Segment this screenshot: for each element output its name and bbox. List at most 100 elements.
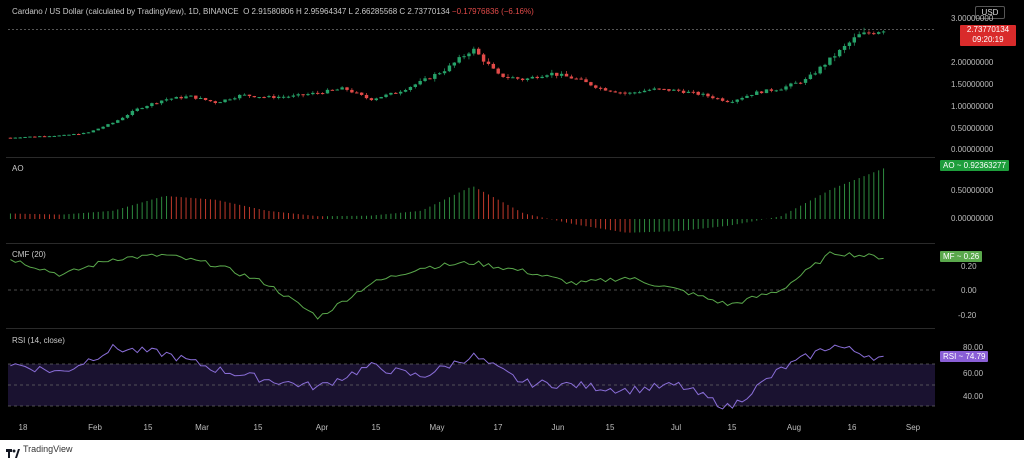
ao-axis-label: 0.50000000 — [951, 186, 994, 195]
candle-up — [559, 73, 564, 76]
candle-up — [281, 96, 286, 98]
candle-up — [525, 78, 530, 81]
candle-up — [472, 48, 476, 54]
candle-down — [579, 78, 583, 80]
pane-divider[interactable] — [6, 328, 935, 329]
cmf-axis-label: 0.20 — [961, 262, 977, 271]
candle-down — [491, 63, 496, 69]
candle-up — [642, 90, 647, 93]
candle-down — [872, 33, 876, 35]
candle-up — [18, 137, 22, 139]
candle-up — [740, 97, 744, 100]
candle-up — [813, 73, 817, 75]
candle-up — [423, 78, 427, 81]
rsi-axis-label: 40.00 — [963, 392, 984, 401]
candle-down — [608, 90, 613, 92]
rsi-value-badge: RSI ~ 74.79 — [940, 351, 989, 362]
candle-down — [720, 98, 725, 101]
candle-down — [320, 93, 325, 95]
x-axis-label: Jun — [551, 423, 565, 432]
candle-up — [881, 31, 886, 33]
candle-down — [496, 68, 500, 74]
candle-up — [159, 100, 164, 104]
x-axis-label: 17 — [493, 423, 503, 432]
x-axis-label: 15 — [143, 423, 153, 432]
candle-up — [730, 101, 735, 103]
candle-up — [169, 98, 174, 100]
price-axis-label: 3.00000000 — [951, 14, 994, 23]
tradingview-footer: TradingView — [6, 443, 73, 458]
cmf-axis-label: -0.20 — [958, 311, 977, 320]
candle-down — [501, 73, 505, 77]
candle-down — [706, 93, 710, 97]
candle-down — [759, 91, 764, 94]
candle-down — [667, 89, 671, 91]
candle-up — [511, 77, 515, 79]
ao-label[interactable]: AO — [12, 164, 24, 173]
candle-down — [247, 94, 252, 97]
pane-divider[interactable] — [6, 243, 935, 244]
candle-up — [447, 65, 452, 72]
candle-up — [228, 99, 232, 101]
candle-up — [150, 103, 154, 107]
ao-axis-label: 0.00000000 — [951, 214, 994, 223]
candle-up — [803, 79, 808, 83]
candle-up — [433, 74, 437, 79]
candle-up — [652, 88, 657, 90]
candle-down — [618, 92, 622, 94]
candle-up — [86, 132, 91, 134]
x-axis-label: 15 — [371, 423, 381, 432]
x-axis-label: 15 — [253, 423, 263, 432]
x-axis-label: 15 — [605, 423, 615, 432]
candle-up — [52, 135, 57, 137]
symbol-title: Cardano / US Dollar (calculated by Tradi… — [12, 7, 239, 16]
candle-down — [369, 98, 374, 101]
candle-down — [711, 96, 715, 99]
candle-up — [198, 97, 203, 99]
candle-up — [701, 93, 705, 95]
candle-up — [242, 94, 247, 96]
candle-up — [286, 96, 291, 98]
candle-up — [296, 94, 300, 96]
cmf-line — [10, 251, 884, 320]
candle-up — [13, 137, 18, 139]
candle-up — [413, 84, 418, 87]
x-axis-label: 18 — [18, 423, 28, 432]
brand-name: TradingView — [23, 444, 73, 454]
currency-button[interactable]: USD — [975, 6, 1005, 19]
candle-down — [330, 89, 335, 91]
candle-up — [857, 34, 861, 38]
candle-down — [589, 82, 593, 86]
rsi-label[interactable]: RSI (14, close) — [12, 336, 65, 345]
candle-up — [550, 72, 554, 76]
candle-up — [408, 86, 413, 91]
ohlc-change: −0.17976836 (−6.16%) — [451, 7, 534, 16]
candle-up — [311, 92, 315, 95]
candle-up — [779, 89, 783, 91]
cmf-label[interactable]: CMF (20) — [12, 250, 46, 259]
ohlc-high: H 2.95964347 — [296, 7, 347, 16]
price-axis-label: 0.50000000 — [951, 124, 994, 133]
candle-down — [359, 92, 364, 95]
candle-up — [530, 76, 535, 79]
price-axis-label: 0.00000000 — [951, 145, 994, 154]
chart-canvas[interactable] — [0, 0, 1024, 440]
candle-up — [47, 136, 52, 138]
candle-down — [208, 100, 213, 102]
candle-up — [335, 89, 339, 91]
candle-up — [184, 96, 188, 99]
pane-divider[interactable] — [6, 157, 935, 158]
candle-up — [403, 90, 408, 92]
x-axis-label: May — [429, 423, 445, 432]
candle-up — [462, 56, 466, 58]
candle-up — [37, 136, 42, 138]
bar-countdown: 09:20:19 — [972, 35, 1004, 44]
candle-down — [594, 85, 598, 88]
candle-up — [267, 96, 271, 98]
candle-up — [418, 80, 422, 85]
candle-down — [252, 96, 257, 98]
candle-up — [116, 120, 120, 123]
candle-down — [155, 103, 159, 105]
chart-frame[interactable]: Cardano / US Dollar (calculated by Tradi… — [0, 0, 1024, 440]
x-axis-label: Mar — [195, 423, 209, 432]
